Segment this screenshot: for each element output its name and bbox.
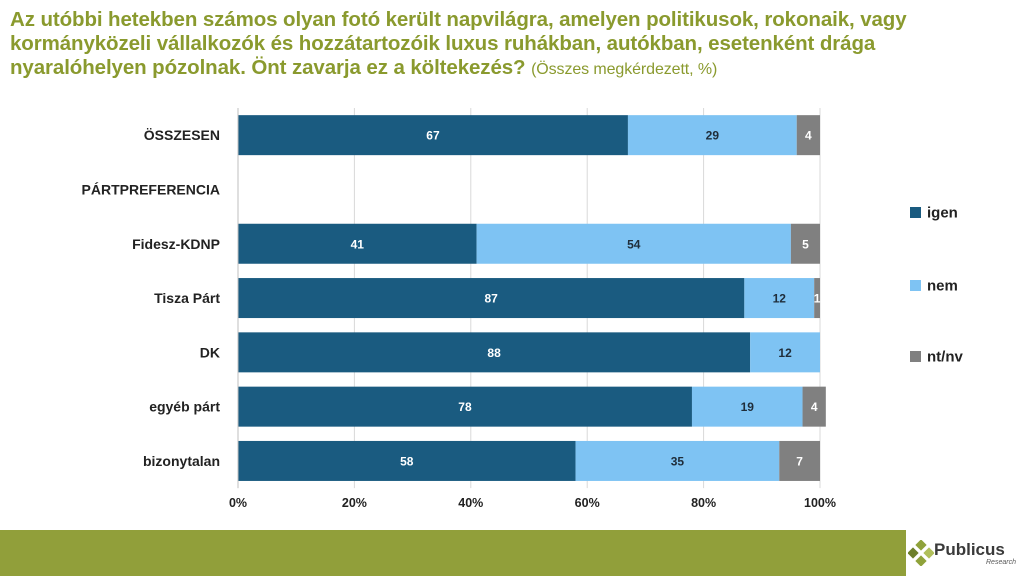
- bar-segment-igen: [238, 440, 576, 481]
- x-tick-label: 100%: [804, 496, 836, 510]
- data-label: 12: [778, 346, 792, 360]
- footer-bar: [0, 530, 1024, 576]
- chart-title: Az utóbbi hetekben számos olyan fotó ker…: [10, 8, 1010, 82]
- bar-segment-nem: [744, 278, 815, 319]
- bar-segment-igen: [238, 386, 692, 427]
- data-label: 7: [796, 454, 803, 468]
- bar-segment-nem: [476, 223, 791, 264]
- data-label: 54: [627, 237, 641, 251]
- bar-segment-ntnv: [796, 115, 820, 156]
- title-main: Az utóbbi hetekben számos olyan fotó ker…: [10, 8, 907, 79]
- legend-swatch-igen: [910, 207, 921, 218]
- legend-label: igen: [927, 205, 958, 222]
- bar-segment-ntnv: [790, 223, 820, 264]
- data-label: 19: [741, 400, 755, 414]
- category-label: PÁRTPREFERENCIA: [82, 181, 220, 197]
- data-label: 12: [773, 292, 787, 306]
- data-label: 5: [802, 237, 809, 251]
- data-label: 58: [400, 454, 414, 468]
- bar-segment-nem: [627, 115, 797, 156]
- legend-label: nt/nv: [927, 349, 963, 366]
- publicus-logo: Publicus Research: [906, 530, 1024, 576]
- data-label: 4: [805, 129, 812, 143]
- legend-label: nem: [927, 278, 958, 295]
- category-label: Fidesz-KDNP: [132, 236, 220, 252]
- bar-segment-nem: [691, 386, 803, 427]
- data-label: 4: [811, 400, 818, 414]
- stacked-bar-chart: ÖSSZESEN 67 29 4 PÁRTPREFERENCIA Fidesz-KDNP 4…: [82, 108, 963, 510]
- bar-segment-ntnv: [814, 278, 820, 319]
- bar-segment-ntnv: [779, 440, 820, 481]
- data-label: 78: [458, 400, 472, 414]
- data-label: 29: [706, 129, 720, 143]
- bar-segment-igen: [238, 332, 751, 373]
- x-tick-label: 20%: [342, 496, 367, 510]
- x-tick-label: 0%: [229, 496, 247, 510]
- data-label: 67: [426, 129, 440, 143]
- category-label: bizonytalan: [143, 453, 220, 469]
- logo-sub: Research: [986, 559, 1016, 566]
- bar-segment-ntnv: [802, 386, 826, 427]
- bar-segment-igen: [238, 278, 745, 319]
- x-tick-label: 40%: [458, 496, 483, 510]
- legend-swatch-ntnv: [910, 351, 921, 362]
- data-label: 1: [814, 292, 821, 306]
- x-tick-label: 80%: [691, 496, 716, 510]
- category-label: DK: [200, 344, 220, 360]
- legend-swatch-nem: [910, 280, 921, 291]
- data-label: 87: [484, 292, 498, 306]
- bar-segment-nem: [750, 332, 820, 373]
- logo-mark-icon: [908, 540, 934, 566]
- bar-segment-igen: [238, 115, 628, 156]
- logo-name: Publicus: [934, 540, 1005, 559]
- bar-segment-nem: [575, 440, 780, 481]
- category-label: egyéb párt: [149, 399, 220, 415]
- data-label: 41: [351, 237, 365, 251]
- data-label: 88: [487, 346, 501, 360]
- data-label: 35: [671, 454, 685, 468]
- title-subtitle: (Összes megkérdezett, %): [531, 61, 718, 78]
- bar-segment-igen: [238, 223, 477, 264]
- category-label: ÖSSZESEN: [144, 127, 220, 143]
- x-tick-label: 60%: [575, 496, 600, 510]
- category-label: Tisza Párt: [154, 290, 220, 306]
